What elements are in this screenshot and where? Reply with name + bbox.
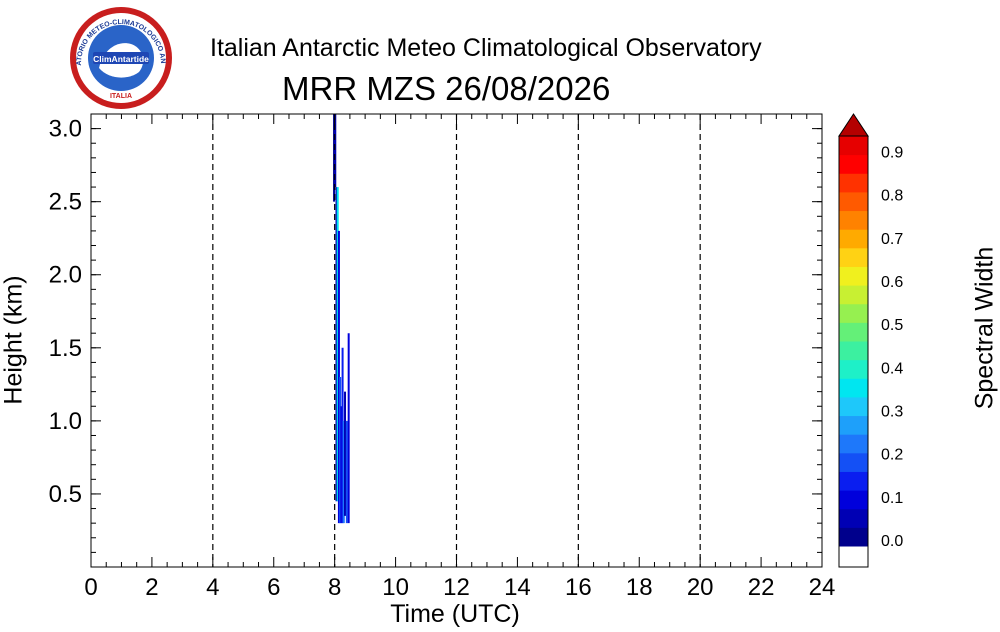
colorbar-top-arrow	[838, 113, 869, 137]
colorbar-tick-label: 0.3	[881, 404, 903, 421]
colorbar-label: Spectral Width	[970, 246, 999, 410]
colorbar-segment	[839, 508, 868, 528]
colorbar-tick-label: 0.7	[881, 231, 903, 248]
colorbar-segment	[839, 415, 868, 435]
colorbar-segment	[839, 229, 868, 249]
x-tick-label: 14	[504, 574, 531, 601]
x-tick-label: 24	[809, 574, 836, 601]
colorbar-below-range	[839, 546, 868, 567]
colorbar-tick-label: 0.9	[881, 145, 903, 162]
colorbar-segment	[839, 154, 868, 174]
colorbar-segment	[839, 452, 868, 472]
x-tick-label: 6	[267, 574, 280, 601]
colorbar-segment	[839, 210, 868, 230]
colorbar-tick-label: 0.2	[881, 447, 903, 464]
dashed-time-lines	[212, 114, 701, 567]
y-axis-label: Height (km)	[0, 275, 28, 405]
colorbar-segment	[839, 136, 868, 156]
colorbar-segment	[839, 378, 868, 398]
colorbar-segment	[839, 173, 868, 193]
echo-layer	[333, 114, 350, 524]
colorbar-segment	[839, 285, 868, 305]
x-axis-label: Time (UTC)	[390, 600, 520, 628]
chart-title: Italian Antarctic Meteo Climatological O…	[210, 34, 762, 62]
colorbar-tick-label: 0.5	[881, 317, 903, 334]
x-tick-label: 18	[626, 574, 653, 601]
colorbar-segment	[839, 247, 868, 267]
colorbar-tick-label: 0.4	[881, 360, 903, 377]
x-axis-ticks: 0 2 4 6 8 10 12 14 16 18 20 22 24	[84, 114, 835, 601]
y-tick-label: 3.0	[49, 116, 82, 143]
colorbar-segment	[839, 396, 868, 417]
colorbar-segment	[839, 490, 868, 510]
colorbar-segment	[839, 191, 868, 212]
x-tick-label: 12	[443, 574, 470, 601]
x-tick-label: 2	[145, 574, 158, 601]
y-axis-ticks: 0.5 1.0 1.5 2.0 2.5 3.0	[49, 113, 822, 553]
x-tick-label: 4	[206, 574, 219, 601]
colorbar-segment	[839, 303, 868, 323]
y-tick-label: 0.5	[49, 481, 82, 508]
colorbar-segment	[839, 434, 868, 454]
colorbar-segment	[839, 266, 868, 286]
colorbar-tick-label: 0.6	[881, 274, 903, 291]
colorbar-segment	[839, 341, 868, 361]
x-tick-label: 20	[687, 574, 714, 601]
x-tick-label: 10	[382, 574, 409, 601]
colorbar-segment	[839, 471, 868, 491]
colorbar-segment	[839, 359, 868, 379]
colorbar: 0.0 0.1 0.2 0.3 0.4 0.5 0.6 0.7 0.8 0.9	[838, 113, 903, 568]
colorbar-tick-label: 0.1	[881, 490, 903, 507]
y-tick-label: 2.0	[49, 262, 82, 289]
y-tick-label: 1.5	[49, 335, 82, 362]
colorbar-tick-label: 0.8	[881, 188, 903, 205]
x-tick-label: 22	[748, 574, 775, 601]
colorbar-segment	[839, 527, 868, 547]
x-tick-label: 16	[565, 574, 592, 601]
colorbar-segment	[839, 322, 868, 342]
y-tick-label: 1.0	[49, 408, 82, 435]
y-tick-label: 2.5	[49, 189, 82, 216]
chart-subtitle: MRR MZS 26/08/2026	[282, 70, 611, 107]
x-tick-label: 0	[84, 574, 97, 601]
colorbar-tick-label: 0.0	[881, 533, 903, 550]
x-tick-label: 8	[328, 574, 341, 601]
colorbar-frame	[838, 135, 869, 568]
